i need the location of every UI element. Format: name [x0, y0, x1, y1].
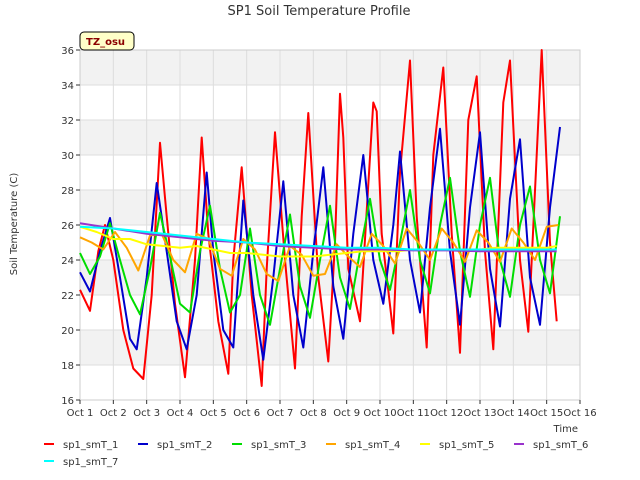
- y-tick-label: 28: [61, 186, 74, 197]
- series-lines: [79, 49, 561, 387]
- legend-item-sp1_smT_1: sp1_smT_1: [44, 440, 118, 451]
- x-tick-label: Oct 9: [333, 408, 360, 419]
- y-tick-label: 30: [61, 151, 74, 162]
- legend-item-sp1_smT_4: sp1_smT_4: [326, 440, 400, 451]
- site-badge: TZ_osu: [79, 31, 135, 51]
- badge-box: [79, 31, 135, 51]
- y-tick-label: 16: [61, 396, 74, 407]
- y-tick-label: 34: [61, 81, 74, 92]
- grid-band: [80, 50, 580, 85]
- x-tick-label: Oct 13: [463, 408, 496, 419]
- x-tick-label: Oct 15: [530, 408, 563, 419]
- x-tick-label: Oct 3: [133, 408, 160, 419]
- y-tick-label: 32: [61, 116, 74, 127]
- y-axis-label: Soil Temperature (C): [9, 173, 20, 276]
- x-tick-label: Oct 1: [67, 408, 94, 419]
- x-tick-label: Oct 11: [397, 408, 430, 419]
- x-tick-label: Oct 5: [200, 408, 227, 419]
- legend-item-sp1_smT_7: sp1_smT_7: [44, 457, 118, 468]
- x-tick-label: Oct 2: [100, 408, 127, 419]
- x-tick-label: Oct 14: [497, 408, 530, 419]
- legend-label: sp1_smT_3: [251, 440, 306, 451]
- series-line-sp1_smT_7: [79, 225, 557, 251]
- y-tick-label: 26: [61, 221, 74, 232]
- x-tick-label: Oct 4: [167, 408, 194, 419]
- y-tick-label: 22: [61, 291, 74, 302]
- series-line-sp1_smT_3: [79, 176, 561, 326]
- legend-item-sp1_smT_6: sp1_smT_6: [514, 440, 588, 451]
- y-tick-label: 36: [61, 46, 74, 57]
- badge-label: TZ_osu: [86, 37, 125, 48]
- legend: sp1_smT_1 sp1_smT_2 sp1_smT_3 sp1_smT_4 sp1_…: [44, 440, 588, 468]
- x-axis-label: Time: [553, 424, 578, 435]
- series-line-sp1_smT_2: [79, 126, 561, 361]
- legend-item-sp1_smT_3: sp1_smT_3: [232, 440, 306, 451]
- x-tick-label: Oct 6: [233, 408, 260, 419]
- legend-label: sp1_smT_7: [63, 457, 118, 468]
- legend-label: sp1_smT_2: [157, 440, 212, 451]
- x-tick-label: Oct 16: [563, 408, 596, 419]
- grid-band: [80, 120, 580, 155]
- legend-label: sp1_smT_5: [439, 440, 494, 451]
- axes: 16 18 20 22 24 26 28 30 32 34 36 Oct 1 Oct 2 Oct 3 Oct…: [61, 46, 596, 419]
- x-tick-label: Oct 8: [300, 408, 327, 419]
- x-tick-label: Oct 12: [430, 408, 463, 419]
- chart-title: SP1 Soil Temperature Profile: [228, 4, 411, 19]
- x-tick-label: Oct 10: [363, 408, 396, 419]
- legend-item-sp1_smT_5: sp1_smT_5: [420, 440, 494, 451]
- legend-item-sp1_smT_2: sp1_smT_2: [138, 440, 212, 451]
- legend-label: sp1_smT_4: [345, 440, 400, 451]
- y-tick-label: 18: [61, 361, 74, 372]
- legend-label: sp1_smT_1: [63, 440, 118, 451]
- legend-label: sp1_smT_6: [533, 440, 588, 451]
- series-line-sp1_smT_6: [79, 222, 557, 253]
- y-tick-label: 20: [61, 326, 74, 337]
- y-tick-label: 24: [61, 256, 74, 267]
- x-tick-label: Oct 7: [267, 408, 294, 419]
